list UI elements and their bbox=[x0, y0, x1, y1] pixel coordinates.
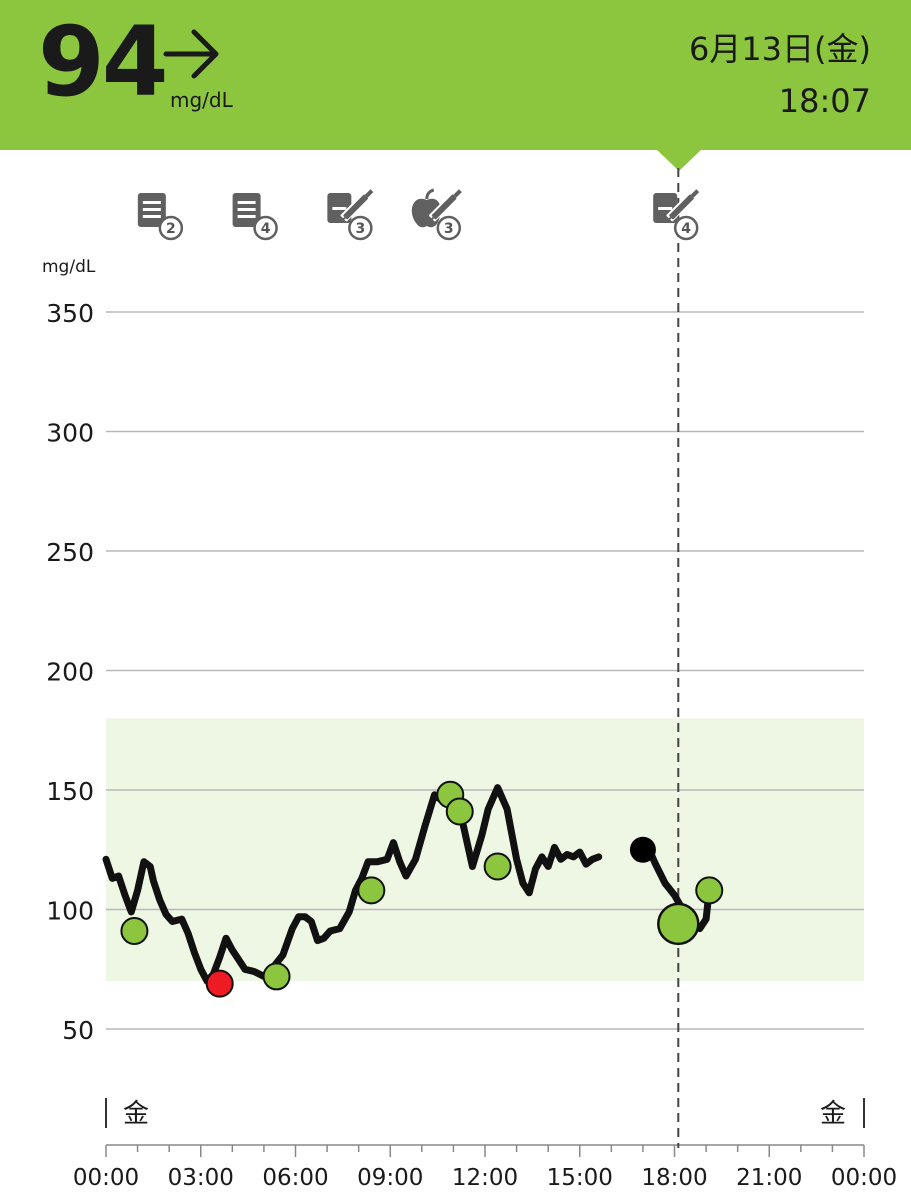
x-tick-label: 09:00 bbox=[357, 1165, 423, 1191]
event-count: 4 bbox=[681, 221, 691, 237]
x-tick-label: 18:00 bbox=[641, 1165, 707, 1191]
x-tick-label: 06:00 bbox=[262, 1165, 328, 1191]
event-count-badge bbox=[348, 215, 373, 241]
y-tick-label: 50 bbox=[62, 1016, 94, 1045]
glucose-trace bbox=[102, 784, 603, 985]
sensor-start-point bbox=[629, 836, 656, 863]
y-tick-label: 350 bbox=[46, 299, 94, 328]
glucose-unit: mg/dL bbox=[170, 88, 233, 112]
y-axis-unit: mg/dL bbox=[42, 257, 96, 277]
y-tick-label: 250 bbox=[46, 538, 94, 567]
insulin-note-icon[interactable]: 3 bbox=[327, 187, 374, 241]
reading-date: 6月13日(金) bbox=[688, 30, 871, 68]
y-tick-label: 300 bbox=[46, 419, 94, 448]
day-label-right: 金 bbox=[820, 1099, 846, 1129]
event-count: 3 bbox=[355, 221, 365, 237]
x-tick-label: 12:00 bbox=[452, 1165, 518, 1191]
x-tick-label: 21:00 bbox=[736, 1165, 802, 1191]
current-reading-point bbox=[657, 902, 700, 946]
event-count-badge bbox=[158, 215, 184, 241]
event-count: 4 bbox=[261, 221, 271, 237]
target-range-band bbox=[106, 718, 864, 982]
event-count-badge bbox=[253, 215, 278, 241]
note-icon[interactable]: 4 bbox=[232, 193, 278, 241]
current-glucose-value: 94 bbox=[38, 6, 169, 118]
reading-time: 18:07 bbox=[778, 82, 871, 120]
scan-point bbox=[483, 852, 512, 881]
x-tick-label: 15:00 bbox=[547, 1165, 613, 1191]
scan-point bbox=[205, 969, 234, 998]
y-tick-label: 100 bbox=[46, 897, 94, 926]
scan-point bbox=[445, 797, 474, 826]
day-label-left: 金 bbox=[123, 1099, 149, 1129]
event-count-badge bbox=[436, 215, 462, 241]
insulin-note-icon[interactable]: 4 bbox=[653, 187, 700, 241]
arrow-right-icon bbox=[163, 29, 219, 79]
note-icon[interactable]: 2 bbox=[137, 193, 184, 241]
food-insulin-icon[interactable]: 3 bbox=[411, 187, 463, 241]
scan-point bbox=[357, 876, 386, 905]
x-tick-label: 03:00 bbox=[168, 1165, 234, 1191]
current-time-pointer bbox=[656, 149, 702, 171]
scan-point bbox=[695, 876, 724, 905]
x-tick-label: 00:00 bbox=[831, 1165, 897, 1191]
event-count: 2 bbox=[166, 221, 176, 237]
scan-point bbox=[262, 962, 291, 991]
x-tick-label: 00:00 bbox=[73, 1165, 139, 1191]
scan-point bbox=[120, 917, 149, 946]
glucose-header: 94 mg/dL 6月13日(金) 18:07 bbox=[0, 0, 911, 150]
event-count: 3 bbox=[444, 221, 454, 237]
y-tick-label: 150 bbox=[46, 777, 94, 806]
y-tick-label: 200 bbox=[46, 658, 94, 687]
event-count-badge bbox=[673, 215, 699, 241]
